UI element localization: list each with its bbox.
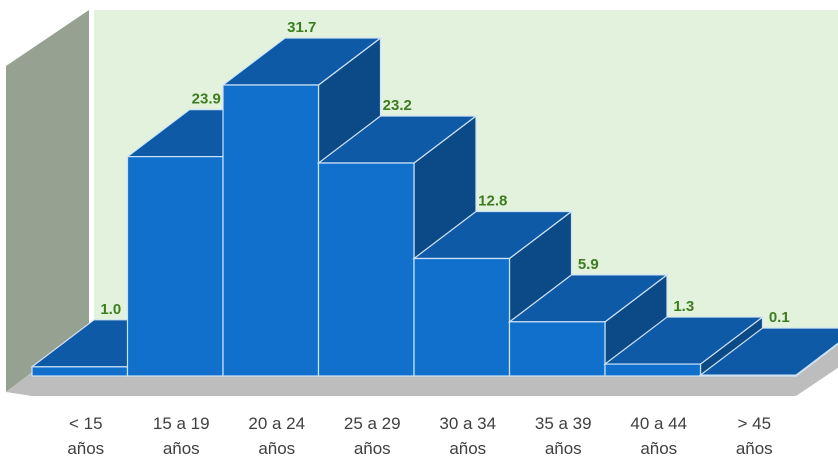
value-label: 1.0 (100, 301, 121, 318)
value-label: 23.2 (383, 97, 412, 114)
x-tick-label: 30 a 34 años (439, 414, 496, 458)
x-tick-label-line: > 45 (737, 414, 771, 433)
x-tick-label-line: 35 a 39 (535, 414, 592, 433)
x-tick-label-line: años (736, 439, 773, 458)
x-tick-label: 25 a 29 años (344, 414, 401, 458)
value-label: 0.1 (769, 309, 790, 326)
value-label: 31.7 (287, 19, 316, 36)
x-tick-label: 40 a 44 años (630, 414, 687, 458)
x-tick-label-line: años (545, 439, 582, 458)
bar (698, 327, 838, 378)
x-axis-tick-labels: < 15 años 15 a 19 años 20 a 24 años 25 a 29 año… (67, 414, 772, 458)
value-labels: 1.0 23.9 31.7 23.2 12.8 5.9 1.3 0.1 (100, 19, 789, 326)
side-wall (6, 10, 89, 392)
bar-series (30, 36, 838, 378)
value-label: 1.3 (673, 298, 694, 315)
x-tick-label-line: 20 a 24 (248, 414, 305, 433)
bar-front-face (508, 321, 606, 377)
bar-front-face (604, 363, 702, 377)
x-tick-label-line: años (354, 439, 391, 458)
bar-front-face (126, 156, 224, 377)
x-tick-label-line: años (640, 439, 677, 458)
x-tick-label-line: < 15 (69, 414, 103, 433)
bar-front-face (413, 257, 511, 377)
x-tick-label: 20 a 24 años (248, 414, 305, 458)
x-tick-label-line: años (67, 439, 104, 458)
bar-front-face (699, 374, 797, 377)
bar (507, 273, 669, 378)
x-tick-label: < 15 años (67, 414, 104, 458)
bar-front-face (31, 366, 129, 377)
x-tick-label: 35 a 39 años (535, 414, 592, 458)
value-label: 23.9 (192, 91, 221, 108)
x-tick-label-line: años (258, 439, 295, 458)
value-label: 5.9 (578, 256, 599, 273)
x-tick-label-line: 25 a 29 (344, 414, 401, 433)
x-tick-label-line: 40 a 44 (630, 414, 687, 433)
x-tick-label: 15 a 19 años (153, 414, 210, 458)
bar (603, 315, 765, 378)
x-tick-label-line: 15 a 19 (153, 414, 210, 433)
x-tick-label-line: años (449, 439, 486, 458)
x-tick-label-line: 30 a 34 (439, 414, 496, 433)
x-tick-label-line: años (163, 439, 200, 458)
bar-front-face (222, 84, 320, 377)
bar-front-face (317, 162, 415, 377)
value-label: 12.8 (478, 192, 507, 209)
x-tick-label: > 45 años (736, 414, 773, 458)
